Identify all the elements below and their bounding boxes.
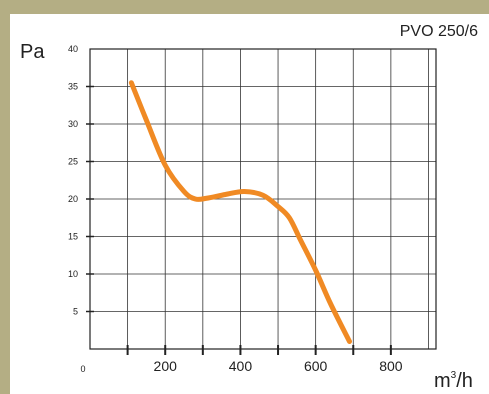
- x-tick-label: 400: [229, 358, 253, 374]
- x-tick-label: 200: [154, 358, 178, 374]
- y-tick-label: 5: [73, 307, 78, 317]
- y-axis-label: Pa: [20, 41, 45, 63]
- y-tick-label: 30: [68, 119, 78, 129]
- x-tick-label: 800: [379, 358, 403, 374]
- y-tick-label: 35: [68, 82, 78, 92]
- chart-panel: 200 400 600 800 0 5 10 15 20 25 30 35 40 Pa PVO 250/6 m…: [10, 14, 489, 394]
- x-tick-label: 600: [304, 358, 328, 374]
- series-line: [128, 80, 352, 344]
- y-tick-label: 20: [68, 194, 78, 204]
- x-origin-label: 0: [80, 364, 85, 374]
- y-tick-label: 25: [68, 157, 78, 167]
- fan-performance-chart: 200 400 600 800 0 5 10 15 20 25 30 35 40 Pa PVO 250/6 m…: [20, 23, 478, 392]
- chart-title: PVO 250/6: [400, 23, 478, 40]
- x-axis-label: m3/h: [434, 370, 473, 392]
- y-tick-label: 10: [68, 269, 78, 279]
- y-tick-label: 15: [68, 232, 78, 242]
- y-tick-label: 40: [68, 44, 78, 54]
